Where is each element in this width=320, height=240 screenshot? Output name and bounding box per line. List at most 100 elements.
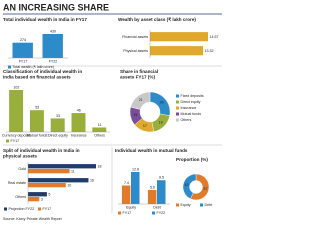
y-tick-label: Others bbox=[15, 195, 26, 199]
legend-label: Projection FY22 bbox=[9, 207, 35, 211]
title-line: physical assets bbox=[3, 154, 37, 159]
chart-title: Classification of individual wealth in In… bbox=[3, 69, 82, 80]
value-label: 12.8 bbox=[132, 167, 139, 171]
bar bbox=[50, 118, 65, 132]
legend-swatch bbox=[8, 65, 11, 69]
legend-swatch bbox=[176, 112, 179, 116]
chart-title: Share in financial assets FY17 (%) bbox=[120, 69, 158, 80]
legend-swatch bbox=[38, 207, 41, 211]
chart-title: Proportion (%) bbox=[176, 157, 208, 162]
bar bbox=[28, 183, 66, 188]
bar bbox=[29, 110, 44, 132]
legend-label: FY22 bbox=[157, 211, 166, 215]
value-label: 21 bbox=[139, 98, 143, 102]
chart-title: Split of individual wealth in India in ph… bbox=[3, 148, 80, 159]
value-label: 5.6 bbox=[150, 185, 155, 189]
legend-label: Equity bbox=[181, 203, 191, 207]
title-line: Classification of individual wealth in bbox=[3, 69, 82, 74]
value-label: 13.32 bbox=[205, 49, 214, 53]
legend-swatch bbox=[176, 100, 179, 104]
y-tick-label: Real estate bbox=[8, 181, 26, 185]
legend-swatch bbox=[152, 211, 155, 215]
legend-swatch bbox=[200, 203, 203, 207]
value-label: 28 bbox=[160, 100, 164, 104]
x-tick-label: FY17 bbox=[19, 59, 28, 63]
value-label: 15 bbox=[133, 113, 137, 117]
legend-label: Direct equity bbox=[181, 100, 201, 104]
bar bbox=[42, 34, 63, 58]
page-title: AN INCREASING SHARE bbox=[3, 2, 109, 12]
bar bbox=[28, 192, 47, 197]
value-label: 3 bbox=[41, 197, 43, 201]
x-tick-label: FY22 bbox=[49, 59, 58, 63]
bar bbox=[71, 113, 86, 132]
title-line: Total individual wealth in India in FY17 bbox=[3, 17, 87, 22]
x-tick-label: Equity bbox=[126, 205, 136, 209]
value-label: 11 bbox=[71, 169, 75, 173]
value-label: 53 bbox=[35, 106, 39, 110]
legend-swatch bbox=[6, 139, 9, 143]
value-label: 17 bbox=[143, 124, 147, 128]
legend-label: Total wealth (₹ lakh crore) bbox=[13, 65, 54, 69]
legend-label: Insurance bbox=[181, 106, 197, 110]
legend-label: FY17 bbox=[11, 139, 20, 143]
legend-swatch bbox=[176, 106, 179, 110]
bar bbox=[28, 197, 40, 202]
x-tick-label: Insurance bbox=[71, 133, 87, 137]
title-line: Proportion (%) bbox=[176, 157, 208, 162]
source-note: Source: Karvy Private Wealth Report bbox=[3, 217, 62, 221]
chart-title: Total individual wealth in India in FY17 bbox=[3, 17, 87, 22]
value-label: 430 bbox=[50, 29, 56, 33]
infographic: AN INCREASING SHARE Source: Karvy Privat… bbox=[2, 2, 222, 221]
legend-swatch bbox=[176, 94, 179, 98]
legend-label: Debt bbox=[205, 203, 213, 207]
legend-label: FY17 bbox=[123, 211, 132, 215]
bar bbox=[147, 190, 157, 204]
x-tick-label: Direct equity bbox=[48, 133, 68, 137]
value-label: 14.57 bbox=[210, 35, 219, 39]
y-tick-label: Physical assets bbox=[123, 49, 148, 53]
pie-slice bbox=[190, 173, 210, 201]
value-label: 102 bbox=[13, 85, 19, 89]
value-label: 46 bbox=[77, 109, 81, 113]
legend-label: Mutual funds bbox=[181, 112, 202, 116]
value-label: 16 bbox=[90, 179, 94, 183]
title-line: Share in financial bbox=[120, 69, 158, 74]
legend-label: FY17 bbox=[43, 207, 52, 211]
value-label: 11 bbox=[98, 123, 102, 127]
legend-label: Fixed deposits bbox=[181, 94, 204, 98]
x-tick-label: Mutual funds bbox=[27, 133, 48, 137]
value-label: 5 bbox=[48, 193, 50, 197]
y-tick-label: Gold bbox=[18, 167, 26, 171]
chart-title: Wealth by asset class (₹ lakh crore) bbox=[118, 17, 196, 22]
bar bbox=[28, 164, 96, 169]
x-tick-label: Others bbox=[94, 133, 105, 137]
y-tick-label: Financial assets bbox=[122, 35, 148, 39]
value-label: 9.5 bbox=[159, 176, 164, 180]
bar bbox=[12, 42, 33, 58]
value-label: 10 bbox=[67, 183, 71, 187]
bar bbox=[9, 90, 24, 132]
bar bbox=[28, 169, 70, 174]
chart-title: Individual wealth in mutual funds bbox=[115, 148, 188, 153]
title-line: India based on financial assets bbox=[3, 75, 71, 80]
value-label: 19 bbox=[159, 121, 163, 125]
title-line: Individual wealth in mutual funds bbox=[115, 148, 188, 153]
bar bbox=[157, 180, 166, 204]
legend-swatch bbox=[176, 118, 179, 122]
legend-swatch bbox=[176, 203, 179, 207]
title-line: Split of individual wealth in India in bbox=[3, 148, 80, 153]
legend-swatch bbox=[118, 211, 121, 215]
value-label: 7.4 bbox=[124, 181, 129, 185]
legend-swatch bbox=[4, 207, 7, 211]
value-label: 274 bbox=[20, 38, 26, 42]
bar bbox=[121, 185, 131, 204]
value-label: 43 bbox=[184, 183, 188, 187]
bar bbox=[150, 32, 208, 42]
bar bbox=[28, 178, 89, 183]
x-tick-label: Currency deposits bbox=[2, 133, 31, 137]
pie-slice bbox=[130, 91, 151, 110]
title-line: Wealth by asset class (₹ lakh crore) bbox=[118, 17, 196, 22]
bar bbox=[150, 46, 204, 56]
legend-label: Others bbox=[181, 118, 192, 122]
